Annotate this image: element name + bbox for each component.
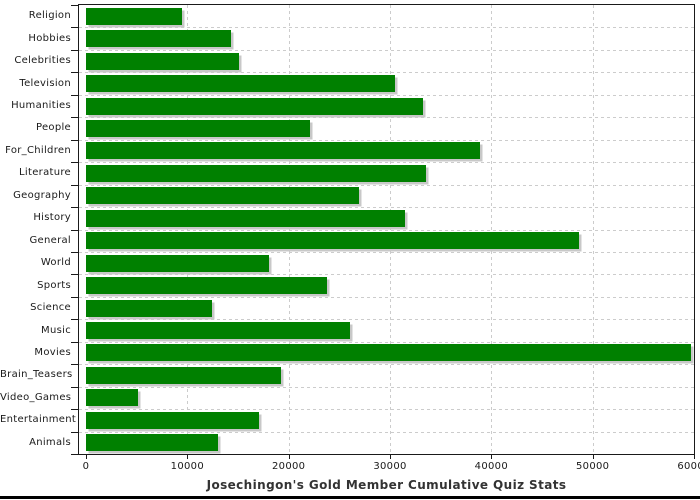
horizontal-gridline xyxy=(79,184,694,186)
bar-world xyxy=(86,254,270,272)
category-axis-tick xyxy=(71,72,78,74)
bar-religion xyxy=(86,7,183,25)
category-label: Literature xyxy=(19,167,71,179)
horizontal-gridline xyxy=(79,207,694,209)
horizontal-gridline xyxy=(79,296,694,298)
category-label: Animals xyxy=(29,436,71,448)
category-axis-tick xyxy=(71,319,78,321)
value-axis-label: 30000 xyxy=(373,461,407,472)
value-axis-label: 60000 xyxy=(677,461,700,472)
horizontal-gridline xyxy=(79,386,694,388)
category-axis-tick xyxy=(71,454,78,455)
category-axis-tick xyxy=(71,409,78,411)
chart-title: Josechingon's Gold Member Cumulative Qui… xyxy=(206,478,567,492)
bar-people xyxy=(86,119,310,137)
horizontal-gridline xyxy=(79,229,694,231)
plot-area xyxy=(78,4,695,455)
value-axis-label: 10000 xyxy=(170,461,204,472)
value-axis-tick xyxy=(390,455,391,459)
horizontal-gridline xyxy=(79,139,694,141)
value-axis-label: 20000 xyxy=(272,461,306,472)
horizontal-gridline xyxy=(79,364,694,366)
bar-movies xyxy=(86,344,691,362)
horizontal-gridline xyxy=(79,162,694,164)
bar-hobbies xyxy=(86,30,231,48)
category-label: Video_Games xyxy=(0,391,72,403)
bar-geography xyxy=(86,187,359,205)
category-label: Geography xyxy=(13,189,71,201)
category-label: Sports xyxy=(37,279,71,291)
category-axis-tick xyxy=(71,251,78,253)
horizontal-gridline xyxy=(79,72,694,74)
category-axis-tick xyxy=(71,296,78,298)
category-axis-tick xyxy=(71,207,78,209)
bar-humanities xyxy=(86,97,424,115)
category-axis-tick xyxy=(71,27,78,29)
category-label: Humanities xyxy=(11,100,71,112)
horizontal-gridline xyxy=(79,49,694,51)
bar-brain_teasers xyxy=(86,366,281,384)
value-axis-tick xyxy=(86,455,87,459)
value-axis-label: 0 xyxy=(82,461,90,472)
category-axis-tick xyxy=(71,431,78,433)
value-axis-tick xyxy=(592,455,594,459)
category-label: Science xyxy=(30,302,71,314)
category-label: Movies xyxy=(34,346,71,358)
window-bottom-edge xyxy=(0,496,700,499)
category-axis-tick xyxy=(71,184,78,186)
bar-animals xyxy=(86,434,218,452)
category-label: Music xyxy=(41,324,71,336)
category-label: World xyxy=(40,257,71,269)
value-axis-label: 50000 xyxy=(576,461,610,472)
horizontal-gridline xyxy=(79,94,694,96)
value-axis-tick xyxy=(187,455,189,459)
category-label: Religion xyxy=(28,10,71,22)
horizontal-gridline xyxy=(79,274,694,276)
category-axis-tick xyxy=(71,229,78,231)
category-label: General xyxy=(29,234,71,246)
category-label: Television xyxy=(19,77,71,89)
bar-celebrities xyxy=(86,52,239,70)
value-axis-tick xyxy=(694,455,695,459)
bar-television xyxy=(86,75,396,93)
bar-general xyxy=(86,232,580,250)
category-axis-tick xyxy=(71,386,78,388)
category-axis-tick xyxy=(71,364,78,366)
horizontal-gridline xyxy=(79,27,694,29)
bar-literature xyxy=(86,164,427,182)
category-label: People xyxy=(35,122,71,134)
bar-for_children xyxy=(86,142,481,160)
horizontal-gridline xyxy=(79,431,694,433)
category-label: Hobbies xyxy=(28,32,71,44)
category-axis-tick xyxy=(71,139,78,141)
category-axis-tick xyxy=(71,162,78,164)
horizontal-gridline xyxy=(79,251,694,253)
horizontal-gridline xyxy=(79,117,694,119)
bar-entertainment xyxy=(86,411,260,429)
value-axis-label: 40000 xyxy=(474,461,508,472)
bar-sports xyxy=(86,277,328,295)
value-axis-tick xyxy=(288,455,290,459)
bar-history xyxy=(86,209,406,227)
category-axis-tick xyxy=(71,274,78,276)
category-axis-tick xyxy=(71,49,78,51)
value-axis-tick xyxy=(491,455,493,459)
category-axis-tick xyxy=(71,94,78,96)
category-label: Entertainment xyxy=(0,414,77,426)
category-label: For_Children xyxy=(5,144,71,156)
category-label: Brain_Teasers xyxy=(0,369,73,381)
bar-video_games xyxy=(86,389,138,407)
horizontal-gridline xyxy=(79,341,694,343)
bar-science xyxy=(86,299,212,317)
category-axis-tick xyxy=(71,117,78,119)
bar-music xyxy=(86,322,351,339)
category-label: History xyxy=(33,212,71,224)
category-label: Celebrities xyxy=(14,55,71,67)
horizontal-gridline xyxy=(79,319,694,321)
category-axis-tick xyxy=(71,5,78,6)
horizontal-gridline xyxy=(79,409,694,411)
category-axis-tick xyxy=(71,341,78,343)
